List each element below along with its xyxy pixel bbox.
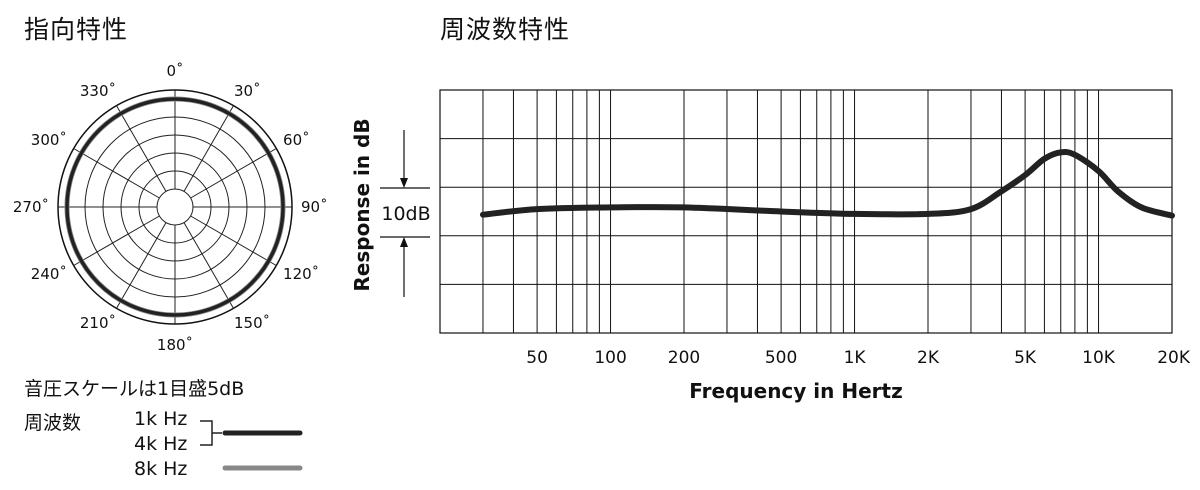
db-scale-indicator: 10dB	[376, 130, 436, 297]
legend-label-8k: 8k Hz	[134, 458, 188, 480]
polar-traces	[64, 96, 286, 318]
polar-pattern-chart: 0˚ 30˚ 60˚ 90˚ 120˚ 150˚ 180˚ 210˚ 240˚ 270˚ 300˚ 3…	[13, 62, 328, 354]
db-scale-label: 10dB	[381, 203, 430, 225]
frequency-title: 周波数特性	[440, 15, 571, 44]
x-tick-label: 20K	[1157, 348, 1191, 368]
x-tick-label: 500	[765, 348, 797, 368]
angle-label-270: 270˚	[13, 198, 49, 216]
polar-spoke	[73, 148, 160, 199]
angle-label-120: 120˚	[283, 265, 319, 283]
angle-label-210: 210˚	[80, 314, 116, 332]
polar-spoke	[73, 215, 160, 266]
polar-spoke	[190, 148, 277, 199]
angle-label-180: 180˚	[157, 336, 193, 354]
angle-label-60: 60˚	[283, 131, 310, 149]
frequency-response-curve	[480, 149, 1175, 219]
angle-label-330: 330˚	[80, 82, 116, 100]
angle-label-150: 150˚	[234, 314, 270, 332]
x-tick-label: 2K	[917, 348, 940, 368]
plot-frame	[439, 89, 1173, 334]
angle-label-30: 30˚	[234, 82, 261, 100]
x-tick-label: 50	[526, 348, 548, 368]
x-tick-label: 10K	[1082, 348, 1116, 368]
legend-label-1k: 1k Hz	[134, 408, 188, 430]
polar-trace-1khz	[65, 97, 285, 317]
polar-spoke	[183, 105, 234, 192]
angle-label-90: 90˚	[301, 198, 328, 216]
legend-frequency-label: 周波数	[24, 412, 82, 434]
polar-spoke	[116, 105, 167, 192]
x-axis-title: Frequency in Hertz	[689, 379, 902, 403]
polar-title: 指向特性	[24, 15, 129, 44]
angle-label-300: 300˚	[31, 131, 67, 149]
x-tick-label: 5K	[1014, 348, 1037, 368]
y-axis-title: Response in dB	[350, 118, 374, 291]
angle-label-0: 0˚	[166, 62, 183, 80]
polar-grid	[57, 89, 293, 325]
x-tick-label: 100	[594, 348, 626, 368]
polar-spoke	[116, 222, 167, 309]
legend-swatches	[200, 420, 303, 471]
x-tick-label: 200	[668, 348, 700, 368]
legend-bracket	[200, 420, 222, 446]
x-tick-label: 1K	[844, 348, 867, 368]
angle-label-240: 240˚	[31, 265, 67, 283]
polar-angle-labels: 0˚ 30˚ 60˚ 90˚ 120˚ 150˚ 180˚ 210˚ 240˚ 270˚ 300˚ 3…	[13, 62, 328, 354]
polar-spoke	[190, 215, 277, 266]
legend-label-4k: 4k Hz	[134, 433, 188, 455]
frequency-tick-labels: 50 100 200 500 1K 2K 5K 10K 20K	[526, 348, 1191, 368]
scale-note: 音圧スケールは1目盛5dB	[24, 378, 245, 400]
polar-spoke	[183, 222, 234, 309]
